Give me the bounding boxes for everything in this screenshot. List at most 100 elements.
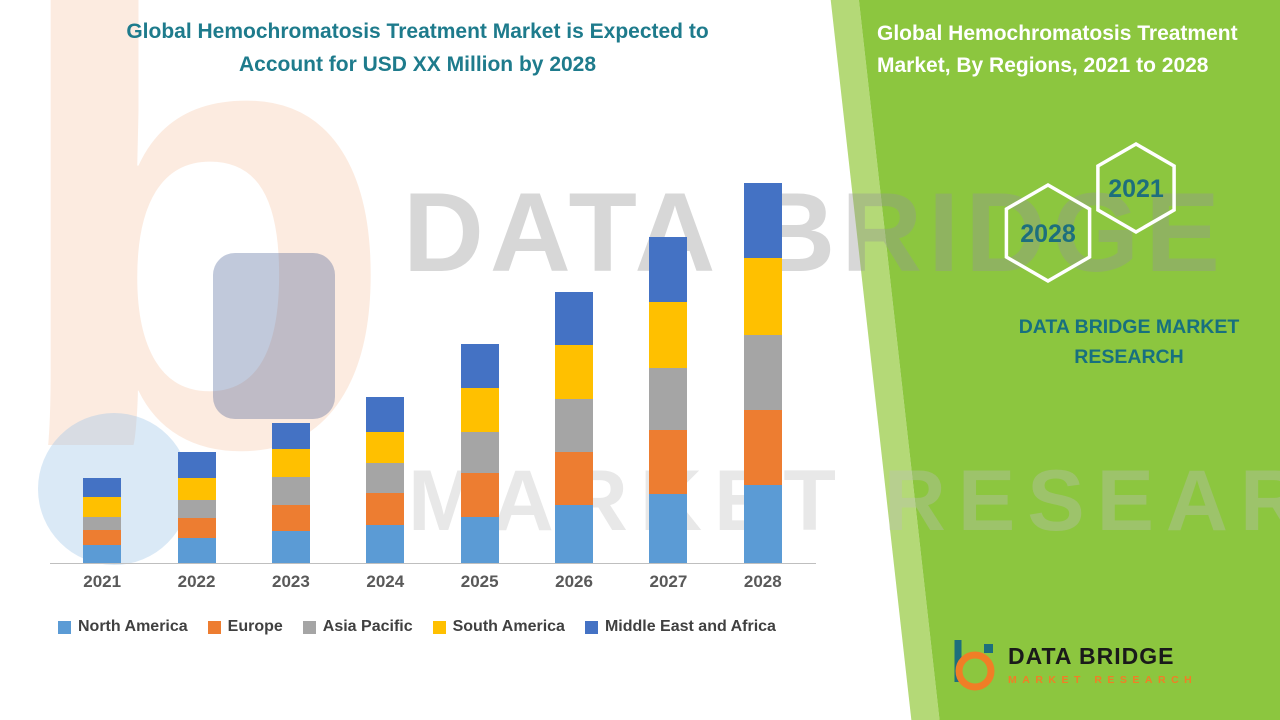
bar-column [433,183,527,563]
legend-label: Europe [227,618,283,635]
bars-row [55,183,810,563]
watermark-subtitle-text: MARKET RESEARCH [408,453,1280,549]
bar-segment-asia-pacific [271,477,310,505]
bar-stack [555,292,594,563]
bar-segment-south-america [366,432,405,463]
bar-segment-south-america [649,302,688,368]
legend-item: Europe [207,618,283,636]
hex-year-2028: 2028 [1020,220,1076,248]
bar-column [244,183,338,563]
bar-column [55,183,149,563]
bar-stack [743,183,782,563]
bar-segment-europe [83,530,122,545]
bar-column [621,183,715,563]
bar-segment-middle-east-and-africa [555,292,594,345]
bar-segment-north-america [83,545,122,563]
legend-swatch [207,620,221,634]
bar-segment-north-america [366,525,405,563]
bar-stack [649,237,688,563]
bar-segment-asia-pacific [649,368,688,430]
brand-b-icon [954,640,995,691]
bar-segment-europe [271,505,310,531]
hexagons: 2028 2021 [1004,141,1176,284]
watermark-logo-square [213,253,335,419]
bar-segment-middle-east-and-africa [271,423,310,449]
legend-swatch [584,620,598,634]
bar-segment-middle-east-and-africa [743,183,782,258]
bar-stack [83,478,122,563]
bar-segment-south-america [555,345,594,399]
x-axis-line [50,563,816,564]
bar-segment-south-america [460,388,499,432]
legend-label: Middle East and Africa [604,618,776,635]
panel-heading: Global Hemochromatosis Treatment Market,… [877,22,1238,77]
footer-logo: DATA BRIDGE MARKET RESEARCH [948,636,1197,692]
chart-title: Global Hemochromatosis Treatment Market … [126,20,709,76]
bar-segment-south-america [177,478,216,500]
bar-segment-north-america [649,494,688,563]
year-label: 2027 [649,572,688,591]
year-labels: 2021 2022 2023 2024 2025 2026 2027 2028 [55,572,810,592]
bar-column [527,183,621,563]
footer-logo-text: DATA BRIDGE MARKET RESEARCH [1008,643,1197,686]
bar-segment-europe [743,410,782,485]
bar-segment-asia-pacific [460,432,499,473]
bar-segment-europe [177,518,216,538]
year-label: 2022 [177,572,216,591]
legend-item: North America [58,618,188,636]
bar-segment-europe [366,493,405,525]
hexagon-2021 [1096,141,1176,235]
legend: North America Europe Asia Pacific South Ame… [58,618,776,636]
bar-segment-asia-pacific [366,463,405,493]
bar-column [338,183,432,563]
bar-segment-middle-east-and-africa [460,344,499,388]
bar-segment-south-america [271,449,310,477]
bar-segment-asia-pacific [177,500,216,518]
bar-segment-asia-pacific [743,335,782,410]
year-label: 2028 [743,572,782,591]
year-label: 2024 [366,572,405,591]
legend-label: Asia Pacific [322,618,413,635]
bar-segment-europe [555,452,594,505]
bar-segment-north-america [271,531,310,563]
bar-column [149,183,243,563]
bar-segment-north-america [555,505,594,563]
footer-logo-tagline: MARKET RESEARCH [1008,673,1198,686]
year-label: 2021 [83,572,122,591]
bar-segment-south-america [743,258,782,335]
bar-segment-middle-east-and-africa [83,478,122,497]
year-label: 2023 [272,572,310,591]
watermark-title-text: DATA BRIDGE [403,170,1226,295]
bar-stack [366,397,405,563]
bar-segment-north-america [743,485,782,563]
legend-swatch [302,620,316,634]
hex-year-2021: 2021 [1108,175,1164,203]
legend-label: South America [452,618,565,635]
bar-segment-middle-east-and-africa [649,237,688,302]
bar-segment-south-america [83,497,122,517]
bar-segment-north-america [460,517,499,563]
legend-label: North America [78,618,188,635]
year-label: 2026 [555,572,593,591]
brand-text: DATA BRIDGE MARKET RESEARCH [1018,316,1240,369]
legend-swatch [58,620,71,634]
bar-segment-asia-pacific [83,517,122,530]
bar-segment-middle-east-and-africa [366,397,405,432]
bar-segment-europe [460,473,499,517]
legend-swatch [432,620,446,634]
bar-segment-asia-pacific [555,399,594,452]
bar-segment-middle-east-and-africa [177,452,216,478]
bar-segment-europe [649,430,688,494]
hexagon-2028 [1004,182,1092,284]
legend-item: Middle East and Africa [584,618,776,636]
legend-item: South America [432,618,565,636]
bar-column [716,183,810,563]
bar-stack [271,423,310,563]
legend-item: Asia Pacific [302,618,413,636]
footer-logo-name: DATA BRIDGE [1008,642,1175,669]
bar-segment-north-america [177,538,216,563]
year-label: 2025 [460,572,499,591]
bar-stack [177,452,216,563]
